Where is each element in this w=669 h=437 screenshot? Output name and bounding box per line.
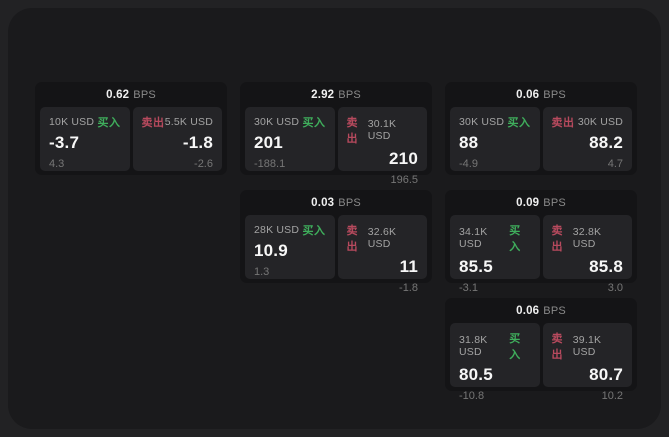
buy-price: 10.9 bbox=[254, 241, 288, 260]
bps-unit-label: BPS bbox=[543, 88, 566, 101]
bps-value: 0.03 bbox=[311, 196, 335, 209]
quote-panels: 10K USD 买入 -3.7 4.3 卖出 5.5K USD -1.8 -2.… bbox=[40, 107, 222, 171]
buy-panel[interactable]: 30K USD 买入 201 -188.1 bbox=[245, 107, 335, 171]
buy-price: 201 bbox=[254, 133, 283, 152]
buy-panel[interactable]: 30K USD 买入 88 -4.9 bbox=[450, 107, 540, 171]
bps-unit-label: BPS bbox=[543, 304, 566, 317]
sell-panel[interactable]: 卖出 39.1K USD 80.7 10.2 bbox=[542, 323, 632, 402]
bps-value: 0.09 bbox=[516, 196, 540, 209]
sell-amount: 5.5K USD bbox=[164, 116, 213, 128]
sell-price: 80.7 bbox=[589, 365, 623, 384]
bps-header: 0.06 BPS bbox=[450, 82, 632, 107]
sell-amount: 30K USD bbox=[577, 116, 623, 128]
quote-panels: 31.8K USD 买入 80.5 -10.8 卖出 39.1K USD 80.… bbox=[450, 323, 632, 402]
sell-price: 210 bbox=[389, 149, 418, 168]
sell-sub-value: -2.6 bbox=[194, 158, 213, 170]
buy-panel[interactable]: 34.1K USD 买入 85.5 -3.1 bbox=[450, 215, 540, 294]
buy-amount: 34.1K USD bbox=[459, 226, 488, 250]
quote-panels: 28K USD 买入 10.9 1.3 卖出 32.6K USD 11 -1.8 bbox=[245, 215, 427, 294]
quote-card: 0.03 BPS 28K USD 买入 10.9 1.3 卖出 32.6K US… bbox=[240, 190, 432, 294]
sell-panel[interactable]: 卖出 30.1K USD 210 196.5 bbox=[337, 107, 427, 186]
quote-card: 0.09 BPS 34.1K USD 买入 85.5 -3.1 卖出 32.8K… bbox=[445, 190, 637, 294]
bps-unit-label: BPS bbox=[338, 88, 361, 101]
buy-label: 买入 bbox=[302, 117, 326, 129]
bps-unit-label: BPS bbox=[543, 196, 566, 209]
bps-unit-label: BPS bbox=[338, 196, 361, 209]
sell-label: 卖出 bbox=[346, 117, 358, 145]
quote-card: 2.92 BPS 30K USD 买入 201 -188.1 卖出 30.1K … bbox=[240, 82, 432, 186]
bps-header: 0.62 BPS bbox=[40, 82, 222, 107]
buy-amount: 30K USD bbox=[254, 116, 300, 128]
sell-panel[interactable]: 卖出 32.6K USD 11 -1.8 bbox=[337, 215, 427, 294]
sell-label: 卖出 bbox=[346, 225, 358, 253]
sell-sub-value: 4.7 bbox=[607, 158, 623, 170]
quote-card: 0.06 BPS 31.8K USD 买入 80.5 -10.8 卖出 39.1… bbox=[445, 298, 637, 402]
quote-card: 0.62 BPS 10K USD 买入 -3.7 4.3 卖出 5.5K USD… bbox=[35, 82, 227, 175]
quote-panels: 34.1K USD 买入 85.5 -3.1 卖出 32.8K USD 85.8… bbox=[450, 215, 632, 294]
buy-sub-value: 1.3 bbox=[254, 266, 270, 278]
sell-sub-value: 3.0 bbox=[607, 282, 623, 294]
buy-sub-value: -188.1 bbox=[254, 158, 286, 170]
buy-panel[interactable]: 31.8K USD 买入 80.5 -10.8 bbox=[450, 323, 540, 402]
buy-amount: 30K USD bbox=[459, 116, 505, 128]
sell-amount: 32.6K USD bbox=[367, 226, 397, 250]
buy-price: 88 bbox=[459, 133, 479, 152]
sell-price: 11 bbox=[399, 257, 418, 276]
quote-card: 0.06 BPS 30K USD 买入 88 -4.9 卖出 30K USD 8… bbox=[445, 82, 637, 175]
buy-label: 买入 bbox=[509, 333, 521, 361]
buy-label: 买入 bbox=[507, 117, 531, 129]
buy-panel[interactable]: 10K USD 买入 -3.7 4.3 bbox=[40, 107, 130, 171]
sell-label: 卖出 bbox=[551, 333, 563, 361]
quote-panels: 30K USD 买入 88 -4.9 卖出 30K USD 88.2 4.7 bbox=[450, 107, 632, 171]
buy-label: 买入 bbox=[509, 225, 521, 253]
sell-label: 卖出 bbox=[551, 117, 575, 129]
sell-sub-value: -1.8 bbox=[399, 282, 418, 294]
bps-value: 2.92 bbox=[311, 88, 335, 101]
sell-label: 卖出 bbox=[551, 225, 563, 253]
buy-price: 80.5 bbox=[459, 365, 493, 384]
bps-unit-label: BPS bbox=[133, 88, 156, 101]
sell-price: 85.8 bbox=[589, 257, 623, 276]
bps-header: 0.03 BPS bbox=[245, 190, 427, 215]
buy-sub-value: -10.8 bbox=[459, 390, 485, 402]
buy-sub-value: 4.3 bbox=[49, 158, 65, 170]
sell-price: 88.2 bbox=[589, 133, 623, 152]
buy-amount: 28K USD bbox=[254, 224, 300, 236]
sell-price: -1.8 bbox=[182, 133, 213, 152]
bps-header: 2.92 BPS bbox=[245, 82, 427, 107]
buy-price: 85.5 bbox=[459, 257, 493, 276]
sell-amount: 32.8K USD bbox=[572, 226, 602, 250]
buy-sub-value: -3.1 bbox=[459, 282, 478, 294]
buy-panel[interactable]: 28K USD 买入 10.9 1.3 bbox=[245, 215, 335, 279]
buy-price: -3.7 bbox=[49, 133, 80, 152]
buy-amount: 31.8K USD bbox=[459, 334, 488, 358]
sell-amount: 39.1K USD bbox=[572, 334, 602, 358]
sell-panel[interactable]: 卖出 32.8K USD 85.8 3.0 bbox=[542, 215, 632, 294]
main-surface: 0.62 BPS 10K USD 买入 -3.7 4.3 卖出 5.5K USD… bbox=[8, 8, 661, 429]
bps-header: 0.06 BPS bbox=[450, 298, 632, 323]
sell-panel[interactable]: 卖出 5.5K USD -1.8 -2.6 bbox=[132, 107, 222, 171]
buy-amount: 10K USD bbox=[49, 116, 95, 128]
buy-label: 买入 bbox=[302, 225, 326, 237]
bps-value: 0.06 bbox=[516, 88, 540, 101]
bps-value: 0.06 bbox=[516, 304, 540, 317]
sell-panel[interactable]: 卖出 30K USD 88.2 4.7 bbox=[542, 107, 632, 171]
buy-sub-value: -4.9 bbox=[459, 158, 478, 170]
sell-amount: 30.1K USD bbox=[367, 118, 397, 142]
sell-sub-value: 196.5 bbox=[390, 174, 418, 186]
buy-label: 买入 bbox=[97, 117, 121, 129]
sell-label: 卖出 bbox=[141, 117, 165, 129]
sell-sub-value: 10.2 bbox=[601, 390, 623, 402]
bps-header: 0.09 BPS bbox=[450, 190, 632, 215]
quote-panels: 30K USD 买入 201 -188.1 卖出 30.1K USD 210 1… bbox=[245, 107, 427, 186]
bps-value: 0.62 bbox=[106, 88, 130, 101]
